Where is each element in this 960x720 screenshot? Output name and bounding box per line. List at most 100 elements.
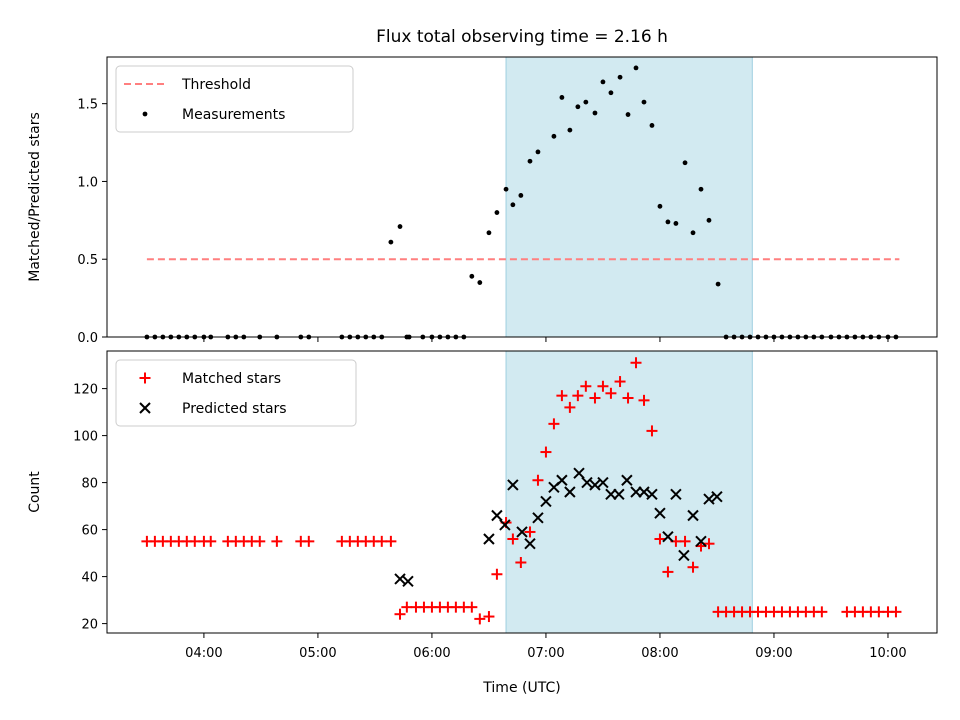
data-point [510,202,516,208]
marker-stroke [540,495,552,508]
bottom-panel: 20 40 60 80 100 120 04:00 05:00 06:00 07:00 08:00 0… [27,350,938,661]
data-point [589,479,601,491]
y-tick-label: 1.5 [77,98,98,113]
axes-frame [106,350,938,634]
data-point [890,606,902,618]
legend-label: Measurements [182,107,285,123]
data-point [394,573,406,585]
data-point [581,476,593,489]
marker-stroke [646,488,658,501]
data-point [678,549,690,562]
data-point [573,467,585,479]
observing-window-shade [505,56,753,338]
data-point [564,401,576,413]
data-point [662,566,674,578]
data-point [654,533,666,545]
legend-swatch [142,111,148,117]
data-point [540,446,552,458]
data-point [706,217,712,223]
y-axis-label: Matched/Predicted stars [27,112,43,282]
data-point [583,99,589,105]
data-point [638,486,650,498]
data-point [483,533,495,545]
x-tick-label: 05:00 [299,646,336,661]
marker-stroke [524,537,536,550]
data-point [662,530,674,543]
legend-box [115,65,354,133]
data-point [486,230,492,236]
data-point [483,611,495,623]
axes-frame [106,56,938,338]
x-tick-label: 06:00 [413,646,450,661]
legend: Threshold Measurements [115,65,354,133]
data-point [559,95,565,100]
data-point [600,79,606,85]
data-point [499,519,511,531]
data-point [507,533,519,545]
y-tick-label: 60 [81,524,98,539]
data-point [682,160,688,166]
marker-stroke [532,512,544,524]
marker-stroke [621,474,633,486]
marker-stroke [139,402,151,414]
data-point [503,186,509,192]
data-point [816,606,828,618]
marker-stroke [491,509,503,522]
data-point [687,561,699,573]
y-tick-label: 100 [73,430,98,445]
data-point [646,425,658,437]
marker-stroke [638,486,650,498]
data-point [494,210,500,215]
x-tick-label: 08:00 [641,646,678,661]
y-tick-label: 40 [81,571,98,586]
marker-stroke [564,486,576,498]
data-point [695,535,707,548]
series-predicted-stars [394,467,723,588]
marker-stroke [573,467,585,479]
data-point [613,488,625,501]
data-point [516,526,528,538]
data-point [617,74,623,80]
marker-stroke [695,535,707,548]
data-point [394,608,406,620]
data-point [385,535,397,547]
y-tick-label: 0.0 [77,331,98,346]
marker-stroke [516,526,528,538]
marker-stroke [613,488,625,501]
data-point [469,273,475,279]
data-point [622,392,634,404]
y-tick-label: 1.0 [77,175,98,190]
marker-stroke [678,549,690,562]
data-point [532,512,544,524]
data-point [548,418,560,430]
data-point [575,104,581,110]
data-point [564,486,576,498]
y-tick-label: 120 [73,383,98,398]
data-point [605,387,617,399]
data-point [633,65,639,71]
data-point [703,493,715,505]
data-point [649,123,655,128]
data-point [646,488,658,501]
data-point [630,357,642,369]
data-point [477,280,483,285]
marker-stroke [589,479,601,491]
legend: Matched stars Predicted stars [115,359,357,427]
data-point [397,224,403,229]
marker-stroke [581,476,593,489]
marker-stroke [402,575,414,588]
x-tick-label: 10:00 [869,646,906,661]
data-point [614,376,626,388]
marker-stroke [499,519,511,531]
data-point [271,535,283,547]
data-point [474,613,486,625]
data-point [567,127,573,133]
data-point [608,90,614,96]
data-point [524,526,536,538]
data-point [621,474,633,486]
legend-label: Matched stars [182,371,281,387]
data-point [556,390,568,402]
data-point [540,495,552,508]
data-point [597,476,609,489]
data-point [572,390,584,402]
